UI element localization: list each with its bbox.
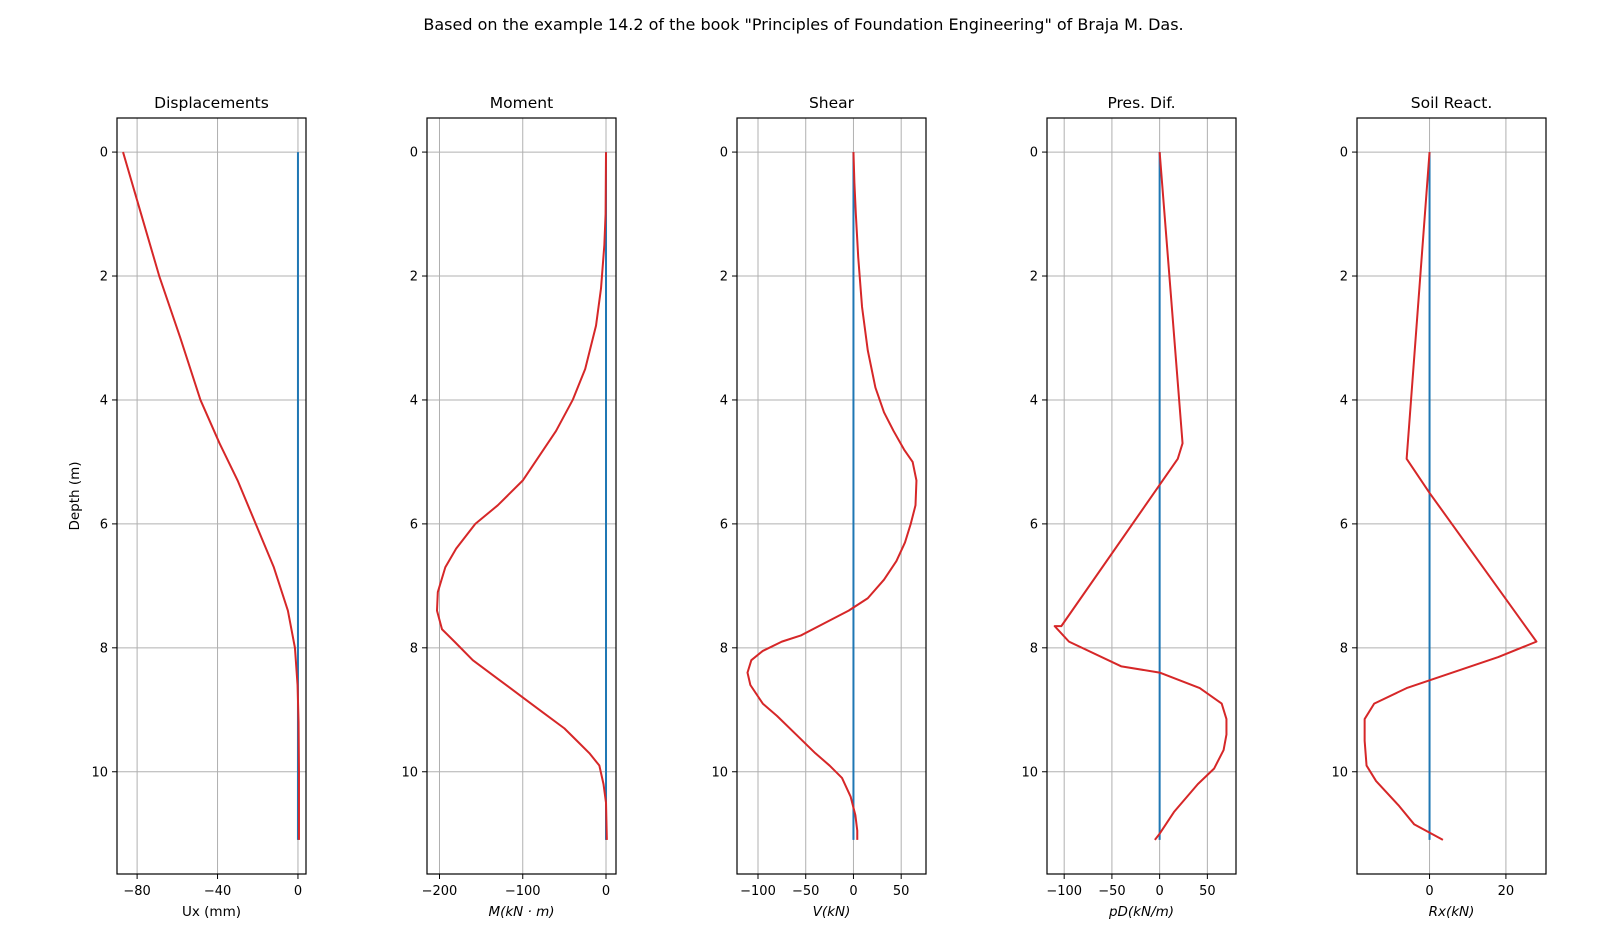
x-tick-label: 20 bbox=[1498, 884, 1515, 899]
plot-frame bbox=[736, 117, 927, 875]
y-tick-label: 6 bbox=[1030, 517, 1038, 532]
x-tick-label: −50 bbox=[1098, 884, 1125, 899]
x-tick-label: −80 bbox=[123, 884, 150, 899]
y-tick-label: 10 bbox=[1021, 765, 1038, 780]
x-tick-label: 0 bbox=[294, 884, 302, 899]
y-tick-label: 4 bbox=[410, 393, 418, 408]
x-tick-label: −40 bbox=[204, 884, 231, 899]
x-tick-label: −100 bbox=[505, 884, 541, 899]
series-line bbox=[122, 151, 300, 840]
y-tick-label: 2 bbox=[720, 270, 728, 285]
x-tick-label: 0 bbox=[849, 884, 857, 899]
y-tick-label: 6 bbox=[100, 517, 108, 532]
y-tick-label: 8 bbox=[1030, 641, 1038, 656]
y-tick-label: 8 bbox=[1340, 641, 1348, 656]
series-line bbox=[1363, 152, 1538, 841]
y-tick-label: 10 bbox=[1331, 765, 1348, 780]
subplot-3: −100 −50 0 50 0 2 4 6 8 10 Shear V(kN) bbox=[711, 94, 927, 920]
y-tick-label: 10 bbox=[91, 765, 108, 780]
series-line bbox=[435, 152, 608, 840]
y-tick-label: 0 bbox=[720, 146, 728, 161]
y-tick-label: 8 bbox=[720, 641, 728, 656]
y-tick-label: 2 bbox=[100, 270, 108, 285]
x-tick-label: 50 bbox=[1199, 884, 1216, 899]
y-tick-label: 8 bbox=[100, 641, 108, 656]
plot-frame bbox=[426, 117, 617, 875]
y-tick-label: 0 bbox=[410, 146, 418, 161]
x-tick-label: −100 bbox=[1046, 884, 1082, 899]
x-axis-label: Rx(kN) bbox=[1429, 904, 1475, 920]
y-tick-label: 0 bbox=[1340, 146, 1348, 161]
y-tick-label: 8 bbox=[410, 641, 418, 656]
subplot-2: −200 −100 0 0 2 4 6 8 10 Moment M(kN · m) bbox=[401, 94, 617, 920]
y-tick-label: 4 bbox=[100, 393, 108, 408]
subplot-1: −80 −40 0 0 2 4 6 8 10 Displacements Ux (mm) bbox=[91, 94, 307, 920]
y-tick-label: 2 bbox=[1340, 270, 1348, 285]
subplot-title: Displacements bbox=[154, 94, 269, 112]
x-tick-label: −100 bbox=[740, 884, 776, 899]
y-tick-label: 4 bbox=[1340, 393, 1348, 408]
y-tick-label: 2 bbox=[410, 270, 418, 285]
subplot-title: Soil React. bbox=[1411, 94, 1493, 112]
x-tick-label: 50 bbox=[893, 884, 910, 899]
x-axis-label: Ux (mm) bbox=[182, 904, 241, 920]
figure-title: Based on the example 14.2 of the book "P… bbox=[423, 15, 1184, 34]
x-tick-label: −50 bbox=[792, 884, 819, 899]
x-tick-label: 0 bbox=[1425, 884, 1433, 899]
plot-frame bbox=[116, 117, 307, 875]
x-axis-label: V(kN) bbox=[813, 904, 851, 920]
x-tick-label: −200 bbox=[422, 884, 458, 899]
y-tick-label: 10 bbox=[401, 765, 418, 780]
y-tick-label: 6 bbox=[1340, 517, 1348, 532]
y-tick-label: 0 bbox=[100, 146, 108, 161]
subplot-5: 0 20 0 2 4 6 8 10 Soil React. Rx(kN) bbox=[1331, 94, 1547, 920]
plot-frame bbox=[1046, 117, 1237, 875]
y-tick-label: 4 bbox=[1030, 393, 1038, 408]
y-tick-label: 10 bbox=[711, 765, 728, 780]
x-tick-label: 0 bbox=[1155, 884, 1163, 899]
y-tick-label: 2 bbox=[1030, 270, 1038, 285]
x-axis-label: M(kN · m) bbox=[488, 904, 554, 920]
plot-frame bbox=[1356, 117, 1547, 875]
y-axis-label: Depth (m) bbox=[67, 461, 83, 530]
y-tick-label: 4 bbox=[720, 393, 728, 408]
subplot-title: Moment bbox=[490, 94, 553, 112]
y-tick-label: 6 bbox=[410, 517, 418, 532]
subplot-title: Pres. Dif. bbox=[1107, 94, 1175, 112]
subplot-4: −100 −50 0 50 0 2 4 6 8 10 Pres. Dif. pD(kN/m) bbox=[1021, 94, 1237, 920]
x-tick-label: 0 bbox=[602, 884, 610, 899]
y-tick-label: 0 bbox=[1030, 146, 1038, 161]
series-line bbox=[1053, 152, 1228, 841]
y-tick-label: 6 bbox=[720, 517, 728, 532]
x-axis-label: pD(kN/m) bbox=[1108, 904, 1174, 920]
series-line bbox=[746, 152, 918, 840]
subplot-title: Shear bbox=[809, 94, 855, 112]
